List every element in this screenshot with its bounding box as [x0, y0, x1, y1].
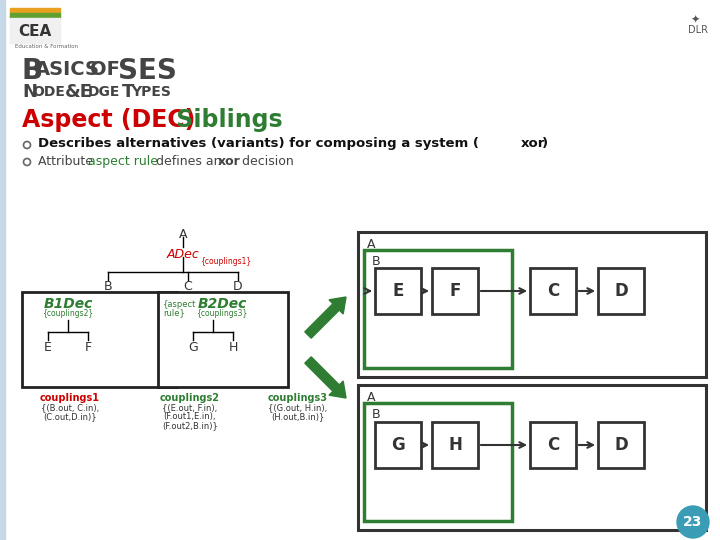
FancyArrow shape: [305, 297, 346, 338]
Text: couplings1: couplings1: [40, 393, 100, 403]
Text: aspect rule: aspect rule: [88, 155, 158, 168]
Text: B2Dec: B2Dec: [197, 297, 247, 311]
Text: D: D: [614, 282, 628, 300]
Text: DGE: DGE: [88, 85, 120, 99]
Text: (F.out1,E.in),: (F.out1,E.in),: [163, 412, 216, 421]
Text: Aspect (DEC): Aspect (DEC): [22, 108, 195, 132]
Text: A: A: [367, 391, 376, 404]
Text: Describes alternatives (variants) for composing a system (: Describes alternatives (variants) for co…: [38, 137, 479, 150]
Text: {(G.out, H.in),: {(G.out, H.in),: [269, 403, 328, 412]
Bar: [358, 385, 706, 530]
Bar: [364, 250, 512, 368]
Text: CEA: CEA: [19, 24, 52, 38]
Text: rule}: rule}: [163, 308, 185, 317]
Bar: [0, 0, 5, 540]
Text: E: E: [392, 282, 404, 300]
Text: B: B: [372, 255, 381, 268]
Text: (C.out,D.in)}: (C.out,D.in)}: [43, 412, 96, 421]
Text: {couplings2}: {couplings2}: [42, 309, 94, 318]
Text: A: A: [179, 228, 187, 241]
Bar: [22, 292, 177, 387]
Bar: [598, 422, 644, 468]
Text: B: B: [372, 408, 381, 421]
Text: T: T: [122, 83, 135, 101]
Text: SES: SES: [118, 57, 177, 85]
Bar: [432, 422, 478, 468]
Text: H: H: [228, 341, 238, 354]
Text: {(B.out, C.in),: {(B.out, C.in),: [41, 403, 99, 412]
Bar: [530, 422, 576, 468]
Text: (H.out,B.in)}: (H.out,B.in)}: [271, 412, 325, 421]
Text: E: E: [44, 341, 52, 354]
Text: G: G: [188, 341, 198, 354]
Bar: [375, 422, 421, 468]
Circle shape: [24, 141, 30, 149]
Text: Attribute: Attribute: [38, 155, 97, 168]
Text: YPES: YPES: [131, 85, 171, 99]
Text: N: N: [22, 83, 37, 101]
Text: F: F: [449, 282, 461, 300]
Bar: [364, 403, 512, 521]
Text: {couplings1}: {couplings1}: [200, 257, 251, 266]
Text: (F.out2,B.in)}: (F.out2,B.in)}: [162, 421, 218, 430]
Text: D: D: [233, 280, 243, 293]
Text: {aspect: {aspect: [163, 300, 197, 309]
Circle shape: [677, 506, 709, 538]
Text: ASICS: ASICS: [35, 60, 100, 79]
Bar: [358, 232, 706, 377]
Text: decision: decision: [238, 155, 294, 168]
Text: {(E.out, F.in),: {(E.out, F.in),: [163, 403, 217, 412]
Text: ): ): [542, 137, 548, 150]
Text: H: H: [448, 436, 462, 454]
Text: {couplings3}: {couplings3}: [197, 309, 248, 318]
Bar: [10, 18, 60, 43]
Text: defines an: defines an: [152, 155, 225, 168]
Text: 23: 23: [683, 515, 703, 529]
Text: G: G: [391, 436, 405, 454]
Bar: [598, 268, 644, 314]
Text: B1Dec: B1Dec: [43, 297, 93, 311]
Text: C: C: [547, 282, 559, 300]
Bar: [10, 8, 60, 43]
Bar: [530, 268, 576, 314]
Text: OF: OF: [90, 60, 120, 79]
Text: couplings2: couplings2: [160, 393, 220, 403]
Text: ODE: ODE: [32, 85, 65, 99]
Text: Siblings: Siblings: [168, 108, 283, 132]
Text: B: B: [104, 280, 112, 293]
Text: C: C: [184, 280, 192, 293]
Bar: [158, 292, 288, 387]
Bar: [10, 13, 60, 18]
FancyArrow shape: [305, 357, 346, 398]
Text: C: C: [547, 436, 559, 454]
Text: xor: xor: [218, 155, 240, 168]
Text: D: D: [614, 436, 628, 454]
Circle shape: [24, 159, 30, 165]
Text: B: B: [22, 57, 43, 85]
Text: couplings3: couplings3: [268, 393, 328, 403]
Bar: [10, 8, 60, 13]
Text: ✦: ✦: [690, 15, 700, 25]
Text: Education & Formation: Education & Formation: [15, 44, 78, 49]
Bar: [375, 268, 421, 314]
Text: A: A: [367, 238, 376, 251]
Text: xor: xor: [521, 137, 545, 150]
Text: F: F: [84, 341, 91, 354]
Bar: [432, 268, 478, 314]
Text: &E: &E: [65, 83, 93, 101]
Text: ADec: ADec: [166, 248, 199, 261]
Text: DLR: DLR: [688, 25, 708, 35]
